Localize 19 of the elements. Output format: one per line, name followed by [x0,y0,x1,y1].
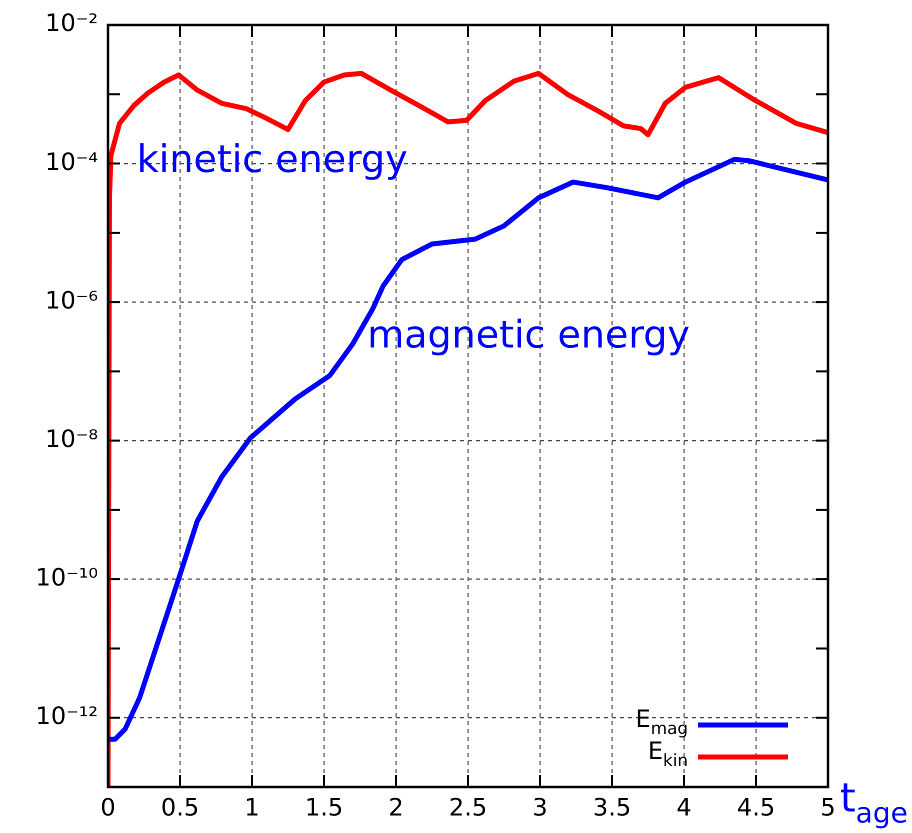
x-tick-label: 4.5 [736,794,776,822]
x-tick-label: 0 [100,794,116,822]
annotation: magnetic energy [367,312,690,356]
x-tick-label: 1 [244,794,260,822]
x-tick-label: 5 [820,794,836,822]
y-tick-label: 10⁻¹² [36,702,98,730]
y-tick-label: 10⁻² [45,9,98,38]
annotation: kinetic energy [136,137,408,182]
y-tick-label: 10⁻⁶ [45,286,98,314]
x-tick-label: 0.5 [160,794,200,822]
x-tick-label: 1.5 [304,794,344,822]
x-tick-label: 2 [388,794,404,822]
x-tick-label: 3 [532,794,548,822]
y-tick-label: 10⁻⁸ [45,424,98,453]
x-tick-label: 3.5 [592,794,632,822]
x-tick-label: 2.5 [448,794,488,822]
y-tick-label: 10⁻¹⁰ [36,563,98,592]
x-tick-label: 4 [676,794,692,822]
y-tick-label: 10⁻⁴ [45,148,98,176]
